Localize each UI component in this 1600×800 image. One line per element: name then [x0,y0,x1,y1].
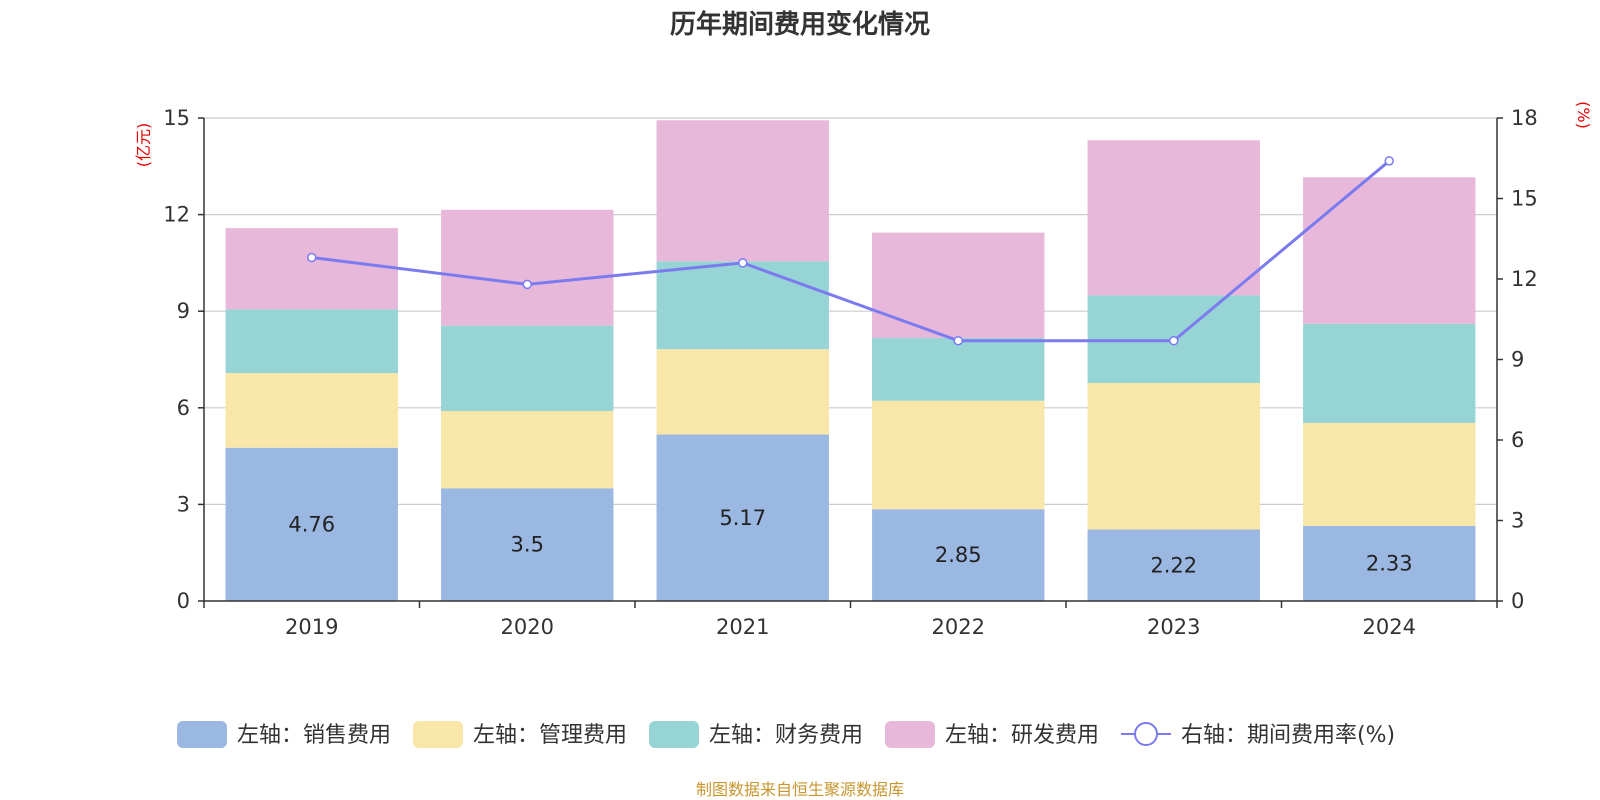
legend-swatch-1 [413,721,463,748]
x-tick-label-2019: 2019 [285,615,338,639]
legend-label-1: 左轴：管理费用 [473,723,627,748]
bar-2020-s0 [441,488,614,601]
bar-2023-s3 [1087,140,1260,296]
rate-point-2021 [738,258,748,268]
data-label-2021: 5.17 [719,506,766,530]
bar-2020-s1 [441,411,614,489]
data-label-2023: 2.22 [1150,553,1197,577]
bar-2021-s1 [656,349,829,435]
axes: 0 3 6 9 12 15 0 3 6 9 12 15 18 2019 2020 2021 2022 2023 20… [163,106,1537,639]
legend-swatch-0 [177,721,227,748]
legend-swatch-marker [1134,722,1158,746]
bar-2021-s3 [656,120,829,262]
legend-label-4: 右轴：期间费用率(%) [1181,723,1395,748]
bar-2024-s0 [1303,525,1476,601]
right-tick-label-3: 3 [1511,509,1524,533]
bar-2019-s2 [225,309,398,374]
legend: 左轴：销售费用 左轴：管理费用 左轴：财务费用 左轴：研发费用 右轴：期间费用率(%) [177,721,1395,748]
right-axis-unit: (%) [1574,101,1593,129]
bar-2022-s3 [872,232,1045,338]
bar-2019-s3 [225,228,398,310]
chart-title: 历年期间费用变化情况 [670,9,930,40]
rate-point-2023 [1169,335,1179,346]
data-label-2024: 2.33 [1366,551,1413,575]
right-tick-label-12: 12 [1511,267,1538,291]
bar-2021-s2 [656,261,829,350]
left-tick-label-3: 3 [177,492,190,516]
x-tick-label-2024: 2024 [1363,615,1416,639]
data-label-2020: 3.5 [511,533,544,557]
bar-2023-s1 [1087,383,1260,530]
bar-2019-s0 [225,447,398,601]
bar-2022-s1 [872,400,1045,510]
x-tick-label-2020: 2020 [501,615,554,639]
bar-2024-s2 [1303,323,1476,423]
left-tick-label-15: 15 [163,106,190,130]
bar-2022-s2 [872,337,1045,401]
bar-2024-s3 [1303,177,1476,324]
x-tick-label-2023: 2023 [1147,615,1200,639]
source-note: 制图数据来自恒生聚源数据库 [696,780,904,799]
rate-line-path [311,159,1391,343]
legend-label-2: 左轴：财务费用 [709,723,863,748]
data-label-2022: 2.85 [935,543,982,567]
left-tick-label-12: 12 [163,203,190,227]
bar-2019-s1 [225,373,398,448]
bars [225,120,1476,601]
legend-label-3: 左轴：研发费用 [945,723,1099,748]
left-tick-label-0: 0 [177,589,190,613]
x-tick-label-2022: 2022 [932,615,985,639]
right-tick-label-9: 9 [1511,348,1524,372]
right-tick-label-6: 6 [1511,428,1524,452]
bar-2021-s0 [656,434,829,601]
legend-swatch-3 [885,721,935,748]
legend-label-0: 左轴：销售费用 [237,723,391,748]
bar-2022-s0 [872,509,1045,601]
rate-point-2020 [522,279,532,290]
rate-line [307,156,1394,346]
data-label-2019: 4.76 [288,512,335,536]
rate-point-2022 [953,335,963,346]
left-tick-label-9: 9 [177,299,190,323]
x-tick-label-2021: 2021 [716,615,769,639]
rate-point-2024 [1384,156,1394,166]
right-tick-label-18: 18 [1511,106,1538,130]
right-tick-label-0: 0 [1511,589,1524,613]
bar-2020-s3 [441,209,614,326]
rate-point-2019 [307,252,317,263]
bar-2023-s0 [1087,529,1260,601]
legend-swatch-2 [649,721,699,748]
bar-2020-s2 [441,325,614,412]
left-axis-unit: (亿元) [134,123,153,168]
left-tick-label-6: 6 [177,396,190,420]
grid-lines [204,117,1497,505]
data-labels: 4.76 3.5 5.17 2.85 2.22 2.33 [288,506,1412,577]
bar-2024-s1 [1303,422,1476,526]
right-tick-label-15: 15 [1511,187,1538,211]
